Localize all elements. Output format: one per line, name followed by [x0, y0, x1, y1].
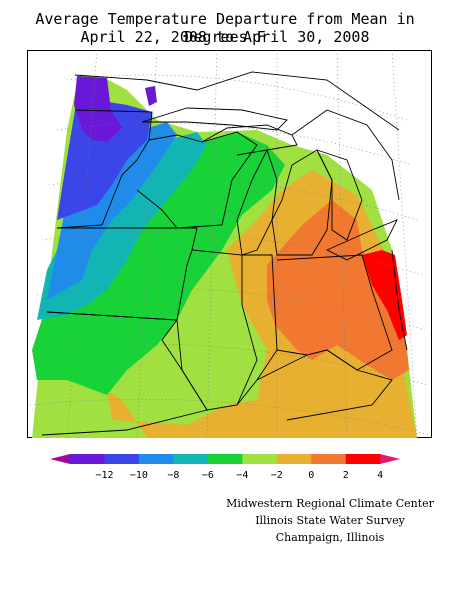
lake-huron: [316, 149, 363, 241]
region-violet: [74, 76, 122, 142]
missouri-outline: [41, 311, 208, 436]
legend-tick-label: −12: [95, 470, 113, 481]
legend-swatch: [207, 454, 243, 464]
michigan-lower: [271, 149, 333, 256]
indiana-outline: [242, 254, 278, 381]
kentucky-outline: [236, 349, 393, 421]
minnesota-border: [56, 109, 153, 229]
region-violet-2: [145, 86, 157, 106]
legend-swatch: [242, 454, 278, 464]
legend-swatch: [311, 454, 347, 464]
temperature-departure-map: [29, 50, 430, 438]
legend-swatch: [276, 454, 312, 464]
color-scale-legend: −12−10−8−6−4−20246: [50, 454, 401, 481]
boundaries: [41, 71, 408, 436]
canada-border: [74, 71, 400, 131]
legend-arrow-high: [380, 454, 401, 464]
region-blue: [57, 100, 152, 220]
legend-swatch: [173, 454, 209, 464]
pennsylvania-border: [391, 249, 408, 351]
legend-tick-label: 4: [377, 470, 383, 481]
legend-tick-label: 2: [343, 470, 349, 481]
legend-tick-label: −10: [130, 470, 148, 481]
lake-michigan: [236, 148, 278, 256]
legend-swatch: [70, 454, 105, 464]
legend-swatch: [104, 454, 140, 464]
map-color-fills: [32, 75, 417, 438]
wisconsin-outline: [136, 131, 258, 229]
legend-tick-label: −8: [167, 470, 179, 481]
credit-line-1: Midwestern Regional Climate Center: [226, 497, 434, 510]
legend-tick-label: 0: [308, 470, 314, 481]
graticule: [29, 50, 430, 438]
region-skyblue: [47, 122, 177, 300]
legend-swatch: [138, 454, 174, 464]
map-title: Average Temperature Departure from Mean …: [35, 10, 415, 46]
lake-superior: [141, 107, 288, 131]
region-green: [32, 132, 285, 395]
legend-swatch: [345, 454, 381, 464]
region-red: [362, 250, 407, 340]
legend-tick-label: −2: [271, 470, 283, 481]
credit-line-2: Illinois State Water Survey: [255, 514, 405, 527]
region-orange: [267, 200, 409, 380]
legend-tick-label: −4: [236, 470, 248, 481]
credit-line-3: Champaign, Illinois: [275, 531, 385, 544]
ontario-border: [291, 109, 400, 201]
lake-erie: [325, 219, 398, 261]
legend-arrow-low: [50, 454, 70, 464]
legend-tick-label: −6: [202, 470, 214, 481]
map-subtitle-date-range: April 22, 2008 to April 30, 2008: [80, 28, 370, 46]
